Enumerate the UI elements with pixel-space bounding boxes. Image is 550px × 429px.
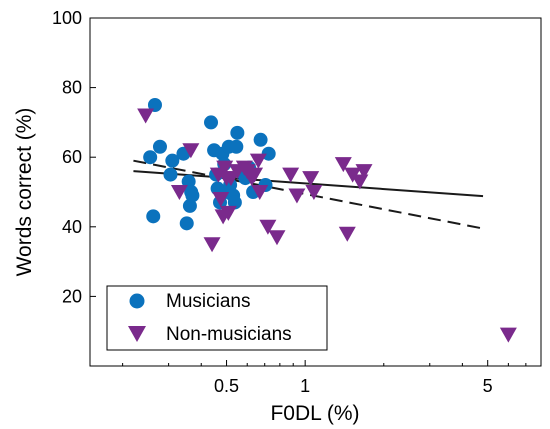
x-axis-label: F0DL (%): [270, 402, 359, 425]
musicians-point: [165, 153, 180, 168]
non-musicians-point: [338, 226, 356, 242]
data-points: [137, 98, 517, 343]
y-tick-label: 40: [62, 217, 82, 237]
non-musicians-point: [305, 185, 323, 200]
plot-area: 0.5 1 5 20 40 60 80 100: [52, 8, 542, 396]
non-musicians-point: [249, 153, 267, 169]
x-tick-label: 0.5: [214, 376, 239, 396]
y-tick-label: 20: [62, 286, 82, 306]
musicians-point: [185, 188, 200, 203]
musicians-point: [163, 167, 178, 182]
non-musicians-point: [212, 191, 230, 207]
non-musicians-point: [259, 219, 277, 235]
non-musicians-point: [137, 108, 155, 124]
y-tick-label: 100: [52, 8, 82, 28]
non-musicians-point: [355, 164, 373, 180]
legend-box: [106, 285, 328, 351]
musicians-point: [261, 146, 276, 161]
musicians-point: [146, 209, 161, 224]
non-musicians-point: [182, 143, 200, 159]
non-musicians-point: [282, 167, 300, 183]
musicians-point: [204, 115, 219, 130]
non-musicians-point: [251, 185, 269, 200]
musicians-point: [143, 150, 158, 165]
non-musicians-point: [203, 237, 221, 253]
x-tick-label: 5: [483, 376, 493, 396]
non-musicians-point: [216, 160, 234, 176]
non-musicians-point: [499, 327, 517, 343]
non-musicians-point: [334, 157, 352, 173]
non-musicians-point: [219, 205, 237, 221]
musicians-point: [253, 132, 268, 147]
musicians-point: [152, 139, 167, 154]
plot-frame: [89, 17, 542, 367]
non-musicians-point: [302, 171, 320, 187]
musicians-point: [182, 198, 197, 213]
legend-non-musicians-marker: [128, 326, 146, 342]
x-axis-ticks: 0.5 1 5: [122, 360, 542, 396]
musicians-point: [229, 139, 244, 154]
non-musicians-point: [170, 185, 188, 200]
musicians-point: [230, 125, 245, 140]
x-tick-label: 1: [300, 376, 310, 396]
legend-musicians-label: Musicians: [166, 291, 250, 312]
legend-non-musicians-label: Non-musicians: [166, 324, 292, 345]
y-tick-label: 60: [62, 147, 82, 167]
legend: Musicians Non-musicians: [106, 285, 328, 351]
y-tick-label: 80: [62, 78, 82, 98]
y-axis-label: Words correct (%): [13, 108, 36, 277]
non-musicians-point: [288, 188, 306, 204]
musicians-point: [179, 216, 194, 231]
non-musicians-point: [268, 230, 286, 246]
y-axis-ticks: 20 40 60 80 100: [52, 8, 96, 306]
legend-musicians-marker: [129, 293, 145, 309]
non-musicians-point: [246, 167, 264, 183]
